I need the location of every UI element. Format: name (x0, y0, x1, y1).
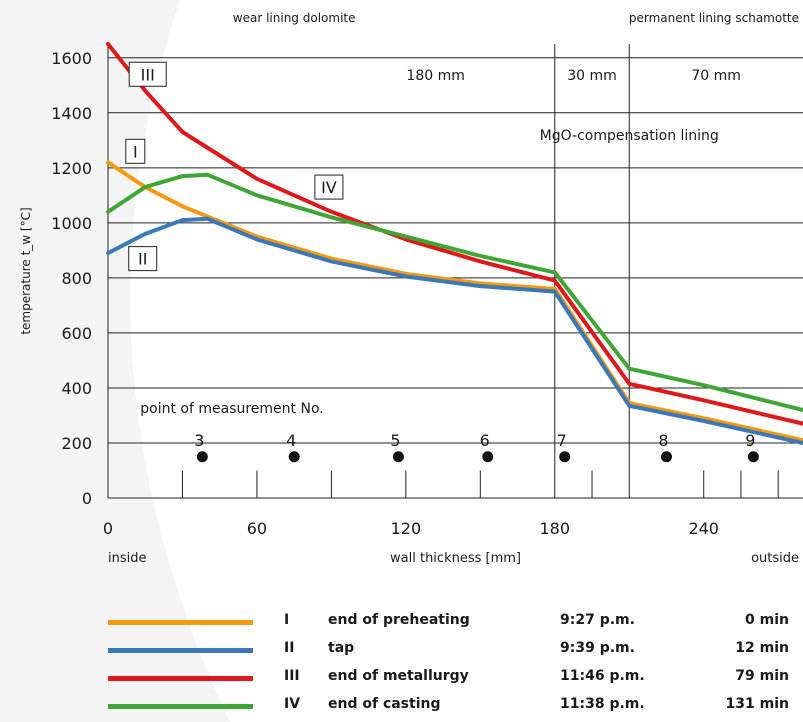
legend-desc: end of metallurgy (328, 668, 469, 684)
legend-desc: end of casting (328, 696, 441, 712)
legend-num: I (284, 612, 290, 628)
legend-duration: 131 min (725, 696, 789, 712)
curve-label-box (128, 61, 167, 87)
x-tick-label: 120 (391, 519, 422, 538)
measurement-number: 4 (286, 431, 296, 450)
measurement-point (747, 451, 759, 463)
legend-swatch (108, 704, 253, 709)
curve-label: IV (321, 178, 337, 197)
legend-desc: tap (328, 640, 355, 656)
zone-width-label: 30 mm (567, 68, 617, 84)
x-tick-label: 240 (688, 519, 719, 538)
curve-label-box (125, 138, 146, 164)
measurement-point (559, 451, 571, 463)
legend-row: II tap 9:39 p.m. 12 min (0, 640, 803, 664)
y-tick-label: 1200 (51, 159, 92, 178)
legend-duration: 12 min (735, 640, 789, 656)
zone-width-label: 70 mm (691, 68, 741, 84)
legend-num: II (284, 640, 295, 656)
legend-time: 11:38 p.m. (560, 696, 645, 712)
series-line (106, 42, 803, 426)
y-tick-label: 1400 (51, 104, 92, 123)
curve-label: II (138, 250, 147, 269)
measurement-number: 8 (658, 431, 668, 450)
zone-width-label: 180 mm (406, 68, 464, 84)
legend-time: 9:27 p.m. (560, 612, 635, 628)
measurement-point (196, 451, 208, 463)
legend-row: IV end of casting 11:38 p.m. 131 min (0, 696, 803, 720)
y-tick-label: 600 (61, 324, 92, 343)
legend-swatch (108, 620, 253, 625)
curve-label: I (133, 142, 138, 161)
curve-label: III (141, 65, 155, 84)
measurement-number: 5 (390, 431, 400, 450)
legend-desc: end of preheating (328, 612, 470, 628)
y-tick-label: 1000 (51, 214, 92, 233)
x-tick-label: 60 (247, 519, 267, 538)
y-tick-label: 200 (61, 434, 92, 453)
measurement-number: 7 (557, 431, 567, 450)
measurement-number: 6 (480, 431, 490, 450)
y-tick-label: 0 (82, 489, 92, 508)
legend-duration: 0 min (745, 612, 789, 628)
legend-time: 11:46 p.m. (560, 668, 645, 684)
legend-num: IV (284, 696, 301, 712)
series-line (106, 172, 803, 412)
legend-time: 9:39 p.m. (560, 640, 635, 656)
measurement-number: 3 (194, 431, 204, 450)
zone-label-wear: wear lining dolomite (233, 11, 356, 25)
measurement-point (660, 451, 672, 463)
series-line (106, 160, 803, 443)
y-axis-label: temperature t_w [°C] (19, 207, 33, 334)
mgo-label: MgO-compensation lining (540, 128, 719, 144)
x-tick-label: 0 (103, 519, 113, 538)
legend-row: III end of metallurgy 11:46 p.m. 79 min (0, 668, 803, 692)
measurement-point (288, 451, 300, 463)
y-tick-label: 800 (61, 269, 92, 288)
measurement-number: 9 (745, 431, 755, 450)
legend-swatch (108, 648, 253, 653)
x-end-label-left: inside (108, 551, 147, 566)
zone-label-permanent: permanent lining schamotte (629, 11, 799, 25)
legend-swatch (108, 676, 253, 681)
measurement-point (482, 451, 494, 463)
x-axis-label: wall thickness [mm] (390, 551, 521, 566)
measurement-label: point of measurement No. (140, 401, 323, 417)
y-tick-label: 1600 (51, 49, 92, 68)
measurement-point (392, 451, 404, 463)
curve-label-box (314, 174, 344, 200)
y-tick-label: 400 (61, 379, 92, 398)
legend-duration: 79 min (735, 668, 789, 684)
x-tick-label: 180 (540, 519, 571, 538)
curve-label-box (128, 246, 158, 272)
legend-num: III (284, 668, 300, 684)
series-line (106, 216, 803, 445)
x-end-label-right: outside (751, 551, 799, 566)
